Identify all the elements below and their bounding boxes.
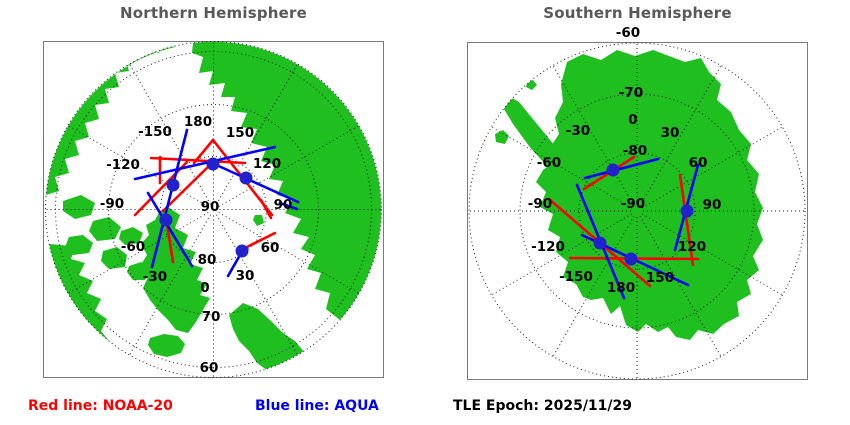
- landmass: [140, 207, 210, 333]
- landmass: [65, 235, 93, 255]
- landmass: [495, 130, 509, 144]
- satellite-position-dot: [159, 213, 173, 227]
- landmass: [536, 50, 763, 340]
- longitude-label: -150: [138, 124, 172, 140]
- latitude-ring: [468, 42, 806, 380]
- landmass-group: [495, 50, 763, 340]
- meridian-ray: [218, 212, 360, 294]
- southern-hemisphere-panel: 0 30 60 90 120 150 180 -150 -120 -90 -60 -30 -60 -70 -…: [467, 25, 808, 380]
- aqua-track: [210, 161, 300, 204]
- longitude-label: 60: [261, 240, 280, 256]
- latitude-label: 90: [201, 199, 220, 215]
- landmass: [148, 334, 185, 357]
- landmass-group: [46, 41, 382, 378]
- meridian-ray: [639, 215, 722, 357]
- longitude-label: 120: [678, 239, 706, 255]
- meridian-ray: [67, 125, 209, 207]
- longitude-label: 120: [253, 156, 281, 172]
- satellite-position-dot: [606, 163, 620, 177]
- latitude-label: -80: [623, 143, 647, 159]
- longitude-label: 180: [184, 114, 212, 130]
- legend-noaa20: Red line: NOAA-20: [28, 398, 173, 414]
- meridian-ray: [552, 215, 635, 357]
- longitude-label: -90: [528, 196, 552, 212]
- longitude-label: 150: [646, 270, 674, 286]
- aqua-track: [146, 191, 194, 268]
- noaa20-track: [241, 231, 277, 251]
- longitude-label: -30: [143, 269, 167, 285]
- longitude-label: 90: [274, 197, 293, 213]
- noaa20-track: [678, 173, 695, 267]
- latitude-label: 60: [200, 360, 219, 376]
- longitude-label: -60: [537, 155, 561, 171]
- meridian-ray: [67, 212, 209, 294]
- latitude-ring: [45, 41, 382, 378]
- aqua-track: [583, 157, 660, 180]
- meridian-ray: [129, 214, 211, 356]
- longitude-label: -60: [121, 239, 145, 255]
- longitude-label: -90: [100, 196, 124, 212]
- northern-hemisphere-title: Northern Hemisphere: [120, 4, 307, 22]
- meridian-ray: [216, 214, 298, 356]
- longitude-label: 180: [607, 280, 635, 296]
- landmass: [229, 303, 316, 378]
- longitude-label: -120: [531, 239, 565, 255]
- longitude-label: -120: [106, 157, 140, 173]
- aqua-track: [133, 145, 277, 181]
- landmass: [192, 41, 382, 320]
- aqua-track: [278, 201, 299, 211]
- longitude-label: -30: [566, 123, 590, 139]
- meridian-ray: [639, 65, 722, 207]
- northern-hemisphere-panel: 180 150 120 90 60 30 0 -30 -60 -90 -120 -150 90 80 70 6…: [43, 41, 384, 378]
- tle-epoch-label: TLE Epoch: 2025/11/29: [453, 398, 633, 414]
- latitude-label: -60: [616, 25, 640, 41]
- latitude-ring: [108, 104, 319, 315]
- meridian-ray: [216, 63, 298, 205]
- landmass: [253, 215, 264, 226]
- noaa20-track: [161, 161, 214, 213]
- landmass: [89, 217, 121, 241]
- satellite-position-dot: [680, 204, 694, 218]
- longitude-label: 30: [661, 125, 680, 141]
- meridian-ray: [218, 125, 360, 207]
- longitude-label: 150: [226, 125, 254, 141]
- noaa20-track: [133, 160, 189, 217]
- landmass: [119, 227, 143, 245]
- satellite-position-dot: [235, 244, 249, 258]
- landmass: [101, 247, 127, 269]
- longitude-label: 90: [703, 197, 722, 213]
- satellite-position-dot: [166, 178, 180, 192]
- longitude-label: 30: [236, 268, 255, 284]
- north-map-svg: 180 150 120 90 60 30 0 -30 -60 -90 -120 -150 90 80 70 6…: [45, 41, 382, 378]
- latitude-label: 80: [198, 252, 217, 268]
- longitude-label: 60: [689, 155, 708, 171]
- longitude-label: 0: [628, 112, 637, 128]
- satellite-position-dot: [593, 236, 607, 250]
- meridian-ray: [552, 65, 635, 207]
- meridian-ray: [129, 63, 211, 205]
- landmass: [501, 94, 567, 174]
- longitude-label: -150: [559, 269, 593, 285]
- noaa20-track: [259, 198, 273, 220]
- noaa20-track: [192, 138, 215, 165]
- satellite-position-dot: [206, 157, 220, 171]
- satellite-position-dot: [624, 252, 638, 266]
- southern-hemisphere-title: Southern Hemisphere: [543, 4, 732, 22]
- latitude-label: -90: [621, 196, 645, 212]
- latitude-label: -70: [619, 85, 643, 101]
- latitude-ring: [519, 93, 755, 329]
- aqua-track: [150, 128, 189, 269]
- longitude-label: 0: [200, 280, 209, 296]
- latitude-label: 70: [202, 309, 221, 325]
- satellite-position-dot: [239, 171, 253, 185]
- landmass: [63, 195, 95, 219]
- landmass: [526, 80, 537, 90]
- legend-aqua: Blue line: AQUA: [255, 398, 379, 414]
